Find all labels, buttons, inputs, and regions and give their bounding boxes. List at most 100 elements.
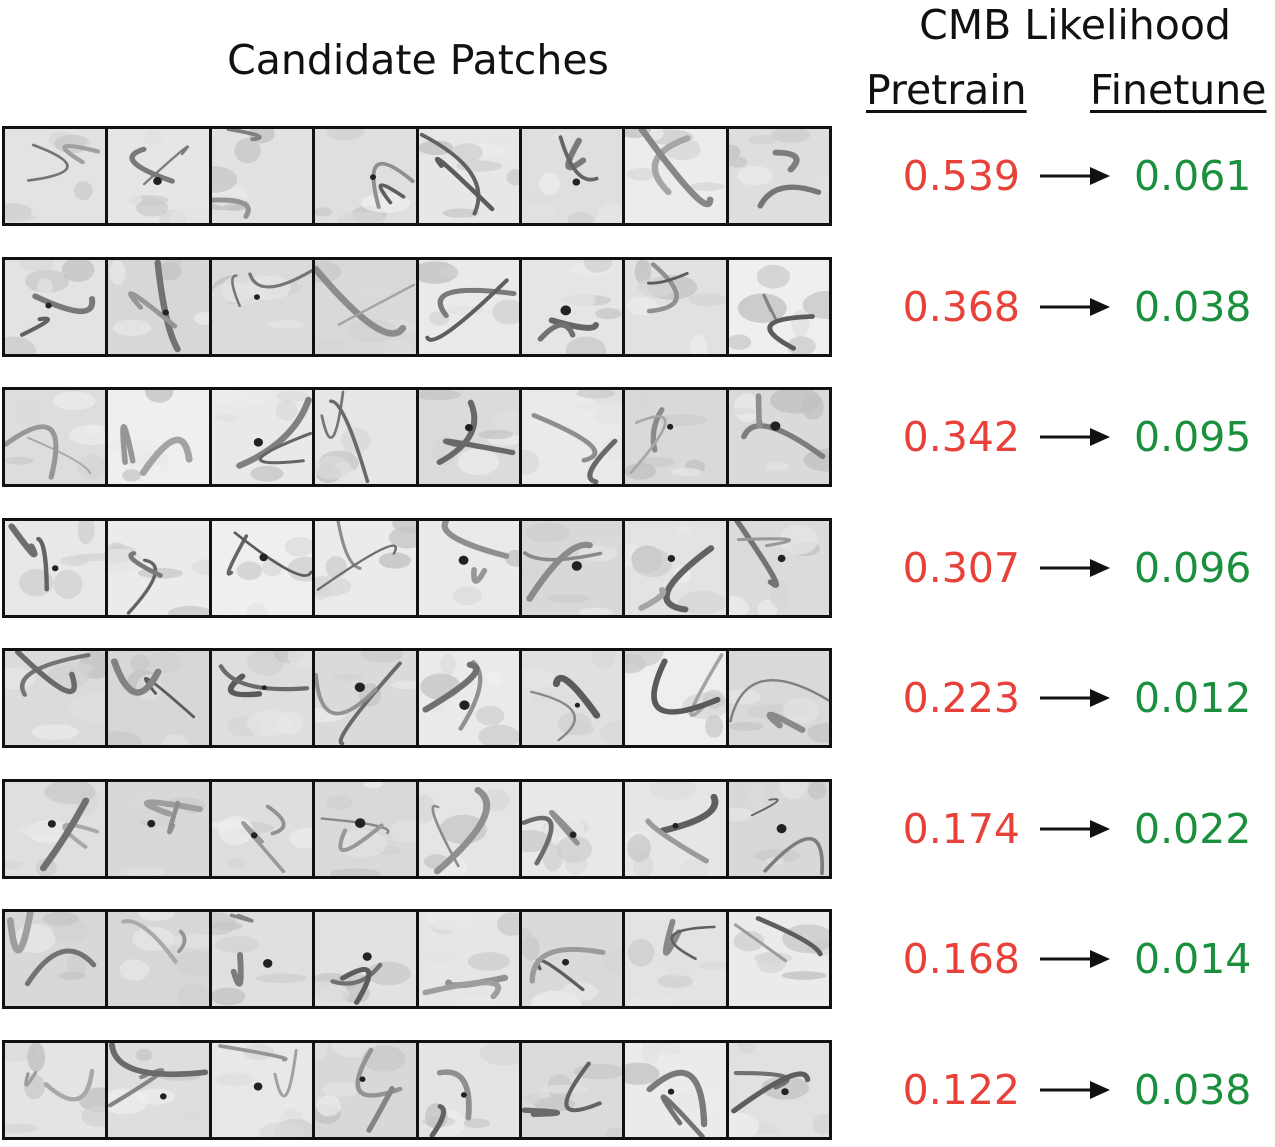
pretrain-likelihood-value: 0.368 <box>902 282 1020 331</box>
mri-patch-image <box>315 520 419 615</box>
mri-patch-image <box>728 1042 829 1137</box>
mri-patch-image <box>728 390 829 484</box>
mri-patch-image <box>5 781 109 876</box>
mri-patch-image <box>625 651 729 745</box>
mri-patch-image <box>418 390 522 484</box>
mri-patch-image <box>315 390 419 484</box>
pretrain-likelihood-value: 0.539 <box>902 152 1020 200</box>
mri-patch-image <box>521 912 626 1006</box>
candidate-row: 0.174 0.022 <box>0 777 1275 883</box>
mri-patch-image <box>625 520 729 615</box>
mri-patch-image <box>625 781 729 876</box>
mri-patch-image <box>625 1042 729 1137</box>
mri-patch-image <box>418 129 522 223</box>
pretrain-likelihood-value: 0.168 <box>902 935 1020 983</box>
mri-patch-image <box>521 259 626 354</box>
mri-patch-image <box>5 520 109 615</box>
mri-patch-image <box>108 781 212 876</box>
mri-patch-image <box>418 259 522 354</box>
mri-patch-image <box>211 651 316 745</box>
mri-patch-image <box>315 912 419 1006</box>
right-arrow-icon <box>1040 297 1110 316</box>
mri-patch-image <box>315 781 419 876</box>
patch-strip <box>2 517 832 618</box>
mri-patch-image <box>5 129 109 223</box>
mri-patch-image <box>108 390 212 484</box>
mri-patch-image <box>521 781 626 876</box>
mri-patch-image <box>418 651 522 745</box>
mri-patch-image <box>108 912 212 1006</box>
right-arrow-icon <box>1040 167 1110 185</box>
candidate-row: 0.368 0.038 <box>0 255 1275 361</box>
mri-patch-image <box>418 1042 522 1137</box>
pretrain-likelihood-value: 0.174 <box>902 804 1020 853</box>
mri-patch-image <box>108 520 212 615</box>
candidate-row: 0.122 0.038 <box>0 1038 1275 1144</box>
mri-patch-image <box>728 259 829 354</box>
candidate-row: 0.223 0.012 <box>0 646 1275 752</box>
right-arrow-icon <box>1040 428 1110 446</box>
candidate-row: 0.168 0.014 <box>0 907 1275 1013</box>
mri-patch-image <box>211 781 316 876</box>
pretrain-likelihood-value: 0.342 <box>902 413 1020 461</box>
finetune-likelihood-value: 0.061 <box>1134 152 1252 200</box>
mri-patch-image <box>315 1042 419 1137</box>
right-arrow-icon <box>1040 689 1110 707</box>
mri-patch-image <box>521 520 626 615</box>
mri-patch-image <box>728 912 829 1006</box>
mri-patch-image <box>728 651 829 745</box>
mri-patch-image <box>521 129 626 223</box>
mri-patch-image <box>108 129 212 223</box>
pretrain-column-header: Pretrain <box>866 66 1027 114</box>
mri-patch-image <box>728 129 829 223</box>
finetune-likelihood-value: 0.038 <box>1134 282 1252 331</box>
mri-patch-image <box>521 1042 626 1137</box>
patch-strip <box>2 126 832 226</box>
mri-patch-image <box>521 651 626 745</box>
mri-patch-image <box>211 390 316 484</box>
candidate-row: 0.342 0.095 <box>0 385 1275 491</box>
patch-strip <box>2 1039 832 1140</box>
cmb-likelihood-title: CMB Likelihood <box>919 1 1231 49</box>
finetune-likelihood-value: 0.022 <box>1134 804 1252 853</box>
mri-patch-image <box>728 520 829 615</box>
patch-strip <box>2 648 832 748</box>
mri-patch-image <box>418 912 522 1006</box>
patch-strip <box>2 909 832 1009</box>
right-arrow-icon <box>1040 950 1110 968</box>
mri-patch-image <box>211 520 316 615</box>
right-arrow-icon <box>1040 1080 1110 1099</box>
mri-patch-image <box>5 1042 109 1137</box>
finetune-column-header: Finetune <box>1090 66 1267 114</box>
finetune-likelihood-value: 0.038 <box>1134 1065 1252 1114</box>
mri-patch-image <box>315 129 419 223</box>
mri-patch-image <box>211 259 316 354</box>
mri-patch-image <box>315 259 419 354</box>
finetune-likelihood-value: 0.096 <box>1134 543 1252 592</box>
candidate-row: 0.307 0.096 <box>0 516 1275 622</box>
right-arrow-icon <box>1040 558 1110 577</box>
mri-patch-image <box>625 390 729 484</box>
pretrain-likelihood-value: 0.307 <box>902 543 1020 592</box>
mri-patch-image <box>625 259 729 354</box>
mri-patch-image <box>521 390 626 484</box>
pretrain-likelihood-value: 0.122 <box>902 1065 1020 1114</box>
mri-patch-image <box>728 781 829 876</box>
pretrain-likelihood-value: 0.223 <box>902 674 1020 722</box>
mri-patch-image <box>315 651 419 745</box>
mri-patch-image <box>418 520 522 615</box>
candidate-patches-title: Candidate Patches <box>227 36 609 84</box>
mri-patch-image <box>211 1042 316 1137</box>
patch-strip <box>2 256 832 357</box>
mri-patch-image <box>108 1042 212 1137</box>
finetune-likelihood-value: 0.014 <box>1134 935 1252 983</box>
patch-strip <box>2 387 832 487</box>
mri-patch-image <box>625 912 729 1006</box>
finetune-likelihood-value: 0.012 <box>1134 674 1252 722</box>
patch-strip <box>2 778 832 879</box>
mri-patch-image <box>5 651 109 745</box>
right-arrow-icon <box>1040 819 1110 838</box>
mri-patch-image <box>625 129 729 223</box>
finetune-likelihood-value: 0.095 <box>1134 413 1252 461</box>
mri-patch-image <box>5 912 109 1006</box>
